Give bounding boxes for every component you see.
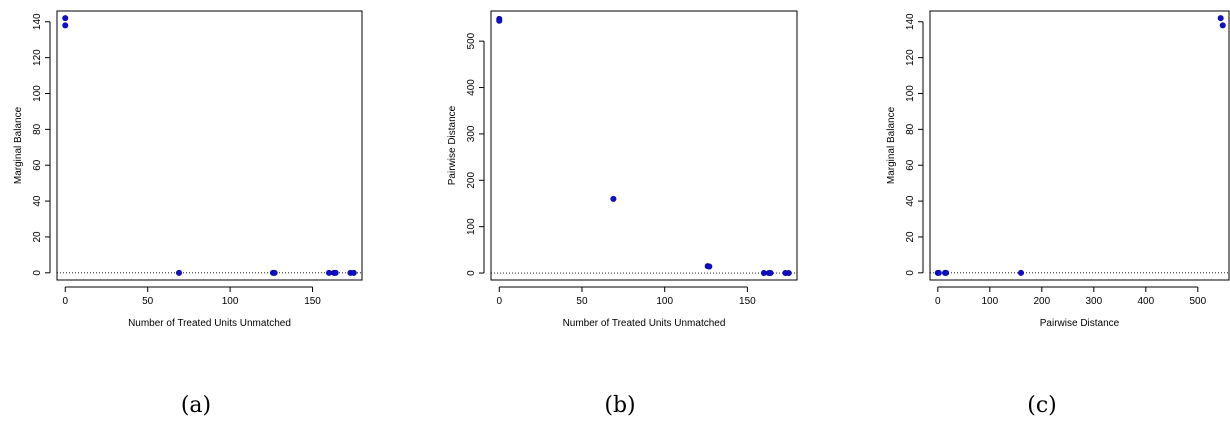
y-axis-label: Pairwise Distance xyxy=(447,105,458,185)
x-axis-label: Number of Treated Units Unmatched xyxy=(128,318,291,329)
x-tick-label: 150 xyxy=(304,296,321,307)
panel-a: 0 50 100 150 0 20 40 60 80 100 120 140 Number of Tre… xyxy=(13,10,363,329)
y-tick-label: 300 xyxy=(466,125,477,142)
y-tick-label: 0 xyxy=(32,270,43,276)
data-point xyxy=(610,195,617,202)
y-tick-label: 120 xyxy=(905,49,916,66)
y-tick-label: 140 xyxy=(905,13,916,30)
data-point xyxy=(706,263,713,270)
y-tick-label: 0 xyxy=(905,270,916,276)
y-tick-label: 60 xyxy=(32,159,43,171)
caption-a: (a) xyxy=(180,393,212,418)
data-point xyxy=(271,269,278,276)
x-tick-label: 100 xyxy=(981,296,998,307)
x-tick-label: 300 xyxy=(1085,296,1102,307)
plot-frame xyxy=(929,10,1230,281)
data-point xyxy=(332,269,339,276)
x-tick-label: 100 xyxy=(222,296,239,307)
x-tick-label: 150 xyxy=(739,296,756,307)
data-point xyxy=(767,270,774,277)
plot-frame xyxy=(56,10,363,281)
y-tick-label: 0 xyxy=(466,270,477,276)
x-axis-label: Number of Treated Units Unmatched xyxy=(563,318,726,329)
caption-b: (b) xyxy=(604,393,636,418)
data-point xyxy=(326,269,333,276)
x-tick-label: 50 xyxy=(142,296,154,307)
y-tick-label: 120 xyxy=(32,49,43,66)
y-tick-label: 100 xyxy=(32,85,43,102)
data-point xyxy=(350,269,357,276)
panel-c: 0 100 200 300 400 500 0 20 40 60 80 100 120 140 Pairwi… xyxy=(886,10,1230,329)
y-tick-label: 20 xyxy=(905,231,916,243)
x-tick-label: 0 xyxy=(62,296,68,307)
y-tick-label: 100 xyxy=(466,218,477,235)
data-point xyxy=(1219,22,1226,29)
x-tick-label: 400 xyxy=(1137,296,1154,307)
data-point xyxy=(943,269,950,276)
y-tick-label: 140 xyxy=(32,13,43,30)
data-point xyxy=(1017,269,1024,276)
data-point xyxy=(935,269,942,276)
y-tick-label: 80 xyxy=(905,123,916,135)
y-tick-label: 40 xyxy=(905,195,916,207)
plot-frame xyxy=(490,10,798,281)
y-tick-label: 60 xyxy=(905,159,916,171)
data-point xyxy=(176,269,183,276)
data-point xyxy=(1217,15,1224,22)
x-tick-label: 0 xyxy=(496,296,502,307)
y-tick-label: 40 xyxy=(32,195,43,207)
x-tick-label: 200 xyxy=(1033,296,1050,307)
y-tick-label: 20 xyxy=(32,231,43,243)
y-tick-label: 200 xyxy=(466,172,477,189)
y-axis-label: Marginal Balance xyxy=(886,106,897,184)
data-point xyxy=(760,270,767,277)
x-tick-label: 500 xyxy=(1189,296,1206,307)
x-tick-label: 100 xyxy=(656,296,673,307)
x-tick-label: 50 xyxy=(576,296,588,307)
data-point xyxy=(785,270,792,277)
panel-b: 0 50 100 150 0 100 200 300 400 500 Number of Treat… xyxy=(447,10,798,329)
data-point xyxy=(496,17,503,24)
x-tick-label: 0 xyxy=(935,296,941,307)
y-tick-label: 80 xyxy=(32,123,43,135)
x-axis-label: Pairwise Distance xyxy=(1040,318,1120,329)
data-point xyxy=(62,22,69,29)
y-tick-label: 400 xyxy=(466,79,477,96)
y-axis-label: Marginal Balance xyxy=(13,106,24,184)
y-tick-label: 100 xyxy=(905,85,916,102)
caption-c: (c) xyxy=(1027,393,1057,418)
data-point xyxy=(62,15,69,22)
y-tick-label: 500 xyxy=(466,32,477,49)
